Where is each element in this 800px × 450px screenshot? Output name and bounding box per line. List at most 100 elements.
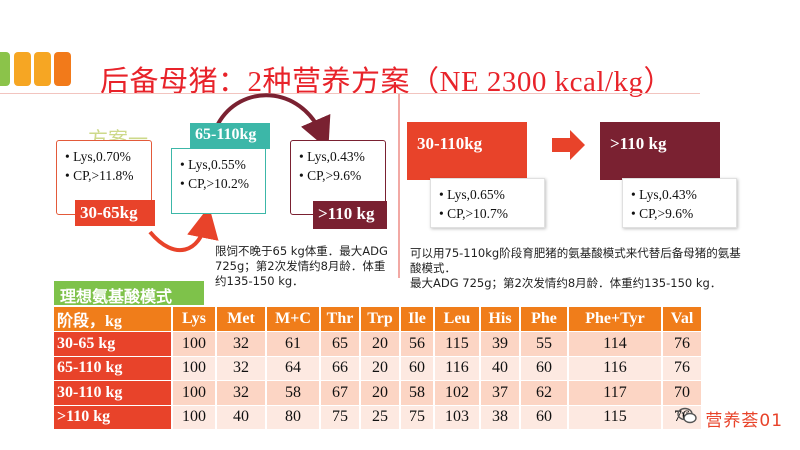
cell: 39: [480, 331, 521, 357]
watermark: 营养荟01: [677, 406, 783, 431]
col-header: His: [480, 307, 521, 332]
cell: 58: [266, 380, 321, 406]
col-header: Met: [216, 307, 267, 332]
stage-label-over-110-right: >110 kg: [600, 122, 720, 180]
cell: 32: [216, 331, 267, 357]
lys-line: • Lys,0.43%: [631, 187, 697, 202]
wechat-icon: [677, 407, 697, 430]
lys-line: • Lys,0.43%: [299, 149, 365, 164]
cell: 114: [568, 331, 663, 357]
cell: 20: [360, 380, 401, 406]
cell: 56: [400, 331, 435, 357]
cell: 60: [520, 405, 569, 430]
row-stage: 65-110 kg: [54, 356, 173, 381]
cell: 75: [320, 405, 361, 430]
col-header: Thr: [320, 307, 361, 332]
curve-arrow-b-to-c: [216, 93, 331, 150]
left-scheme-note: 限饲不晚于65 kg体重．最大ADG 725g；第2次发情约8月龄．体重约135…: [215, 244, 388, 288]
cell: 70: [662, 380, 703, 406]
right-note-line-1: 可以用75-110kg阶段育肥猪的氨基酸模式来代替后备母猪的氨基酸模式．: [410, 246, 741, 275]
cell: 100: [172, 380, 217, 406]
row-stage: 30-65 kg: [54, 331, 173, 357]
cell: 40: [216, 405, 267, 430]
spec-box-65-110: • Lys,0.55% • CP,>10.2%: [171, 148, 266, 214]
table-row: 30-110 kg 100 32 58 67 20 58 102 37 62 1…: [54, 380, 703, 406]
cell: 116: [568, 356, 663, 381]
cell: 60: [400, 356, 435, 381]
cp-line: • CP,>9.6%: [631, 206, 694, 221]
cell: 65: [320, 331, 361, 357]
amino-acid-table: 阶段，kg Lys Met M+C Thr Trp Ile Leu His Ph…: [54, 307, 703, 430]
cell: 76: [662, 356, 703, 381]
cell: 100: [172, 356, 217, 381]
col-header: Trp: [360, 307, 401, 332]
cell: 40: [480, 356, 521, 381]
stage-label-over-110-left: >110 kg: [313, 201, 387, 229]
table-header-row: 阶段，kg Lys Met M+C Thr Trp Ile Leu His Ph…: [54, 307, 703, 332]
table-row: 30-65 kg 100 32 61 65 20 56 115 39 55 11…: [54, 331, 703, 357]
cell: 75: [400, 405, 435, 430]
right-scheme-note: 可以用75-110kg阶段育肥猪的氨基酸模式来代替后备母猪的氨基酸模式． 最大A…: [410, 246, 750, 291]
col-header: Phe+Tyr: [568, 307, 663, 332]
cell: 20: [360, 356, 401, 381]
cell: 76: [662, 331, 703, 357]
table-row: >110 kg 100 40 80 75 25 75 103 38 60 115…: [54, 405, 703, 430]
cell: 32: [216, 380, 267, 406]
cp-line: • CP,>9.6%: [299, 168, 362, 183]
col-header: Phe: [520, 307, 569, 332]
lys-line: • Lys,0.70%: [65, 149, 131, 164]
cell: 20: [360, 331, 401, 357]
lys-line: • Lys,0.65%: [439, 187, 505, 202]
cell: 66: [320, 356, 361, 381]
cp-line: • CP,>11.8%: [65, 168, 134, 183]
cell: 102: [434, 380, 481, 406]
cell: 64: [266, 356, 321, 381]
cell: 103: [434, 405, 481, 430]
cell: 116: [434, 356, 481, 381]
col-header: Lys: [172, 307, 217, 332]
cell: 61: [266, 331, 321, 357]
cell: 25: [360, 405, 401, 430]
col-header: M+C: [266, 307, 321, 332]
cell: 55: [520, 331, 569, 357]
cell: 117: [568, 380, 663, 406]
cell: 80: [266, 405, 321, 430]
right-arrow-d-to-e: [552, 130, 585, 160]
spec-box-over-110-right: • Lys,0.43% • CP,>9.6%: [622, 178, 737, 228]
vertical-divider: [398, 94, 400, 278]
table-row: 65-110 kg 100 32 64 66 20 60 116 40 60 1…: [54, 356, 703, 381]
row-stage: >110 kg: [54, 405, 173, 430]
col-header: 阶段，kg: [54, 307, 173, 332]
cell: 60: [520, 356, 569, 381]
col-header: Ile: [400, 307, 435, 332]
logo-block-orange-1: [14, 52, 31, 86]
logo-block-green: [0, 52, 10, 86]
slide-title: 后备母猪：2种营养方案（NE 2300 kcal/kg）: [100, 66, 674, 98]
stage-label-65-110: 65-110kg: [190, 123, 270, 149]
right-note-line-2: 最大ADG 725g；第2次发情约8月龄．体重约135-150 kg．: [410, 276, 722, 290]
watermark-text: 营养荟01: [705, 411, 784, 431]
stage-label-30-110: 30-110kg: [407, 122, 527, 180]
col-header: Leu: [434, 307, 481, 332]
cell: 62: [520, 380, 569, 406]
lys-line: • Lys,0.55%: [180, 157, 246, 172]
table-title: 理想氨基酸模式: [54, 281, 204, 306]
cp-line: • CP,>10.2%: [180, 176, 249, 191]
col-header: Val: [662, 307, 703, 332]
cell: 58: [400, 380, 435, 406]
cell: 67: [320, 380, 361, 406]
logo-block-orange-2: [34, 52, 51, 86]
cell: 115: [568, 405, 663, 430]
cp-line: • CP,>10.7%: [439, 206, 508, 221]
cell: 32: [216, 356, 267, 381]
spec-box-30-110: • Lys,0.65% • CP,>10.7%: [430, 178, 545, 228]
cell: 100: [172, 331, 217, 357]
cell: 37: [480, 380, 521, 406]
title-rule: [0, 93, 700, 94]
stage-label-30-65: 30-65kg: [75, 200, 155, 226]
cell: 38: [480, 405, 521, 430]
logo-block-orange-3: [54, 52, 71, 86]
curve-arrow-a-to-b: [148, 206, 219, 253]
row-stage: 30-110 kg: [54, 380, 173, 406]
